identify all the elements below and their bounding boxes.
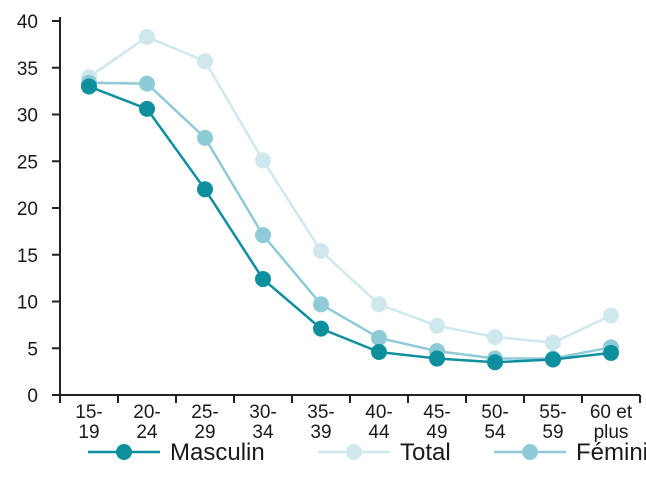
- x-tick-label-line: 15-: [75, 402, 102, 423]
- legend-swatch-marker: [522, 444, 538, 460]
- x-tick-label: 55-59: [539, 402, 566, 443]
- data-point-total: [197, 53, 213, 70]
- y-tick-label: 40: [17, 12, 38, 33]
- x-tick-label-line: plus: [594, 422, 629, 443]
- data-point-masculin: [487, 354, 503, 371]
- x-tick-label-line: 20-: [133, 402, 160, 423]
- y-tick-label: 5: [27, 339, 38, 360]
- x-tick-label-line: 25-: [191, 402, 218, 423]
- data-point-masculin: [81, 78, 97, 95]
- y-tick-label: 30: [17, 106, 38, 127]
- data-point-total: [313, 243, 329, 260]
- y-tick-label: 0: [27, 386, 38, 407]
- series-line-total: [88, 35, 612, 344]
- legend-label: Masculin: [170, 439, 265, 466]
- x-tick-label-line: 50-: [481, 402, 508, 423]
- data-point-masculin: [197, 181, 213, 198]
- x-tick-label: 35-39: [307, 402, 334, 443]
- series-line-f-minin: [88, 81, 612, 360]
- legend-swatch-marker: [116, 444, 132, 460]
- x-tick-label-line: 49: [426, 422, 447, 443]
- legend-label: Féminin: [576, 439, 646, 466]
- series-total: [81, 28, 619, 351]
- series-f-minin: [81, 74, 619, 367]
- data-point-total: [603, 307, 619, 324]
- series-masculin: [81, 78, 619, 371]
- x-tick-label: 60 et plus: [590, 402, 633, 443]
- y-tick-label: 35: [17, 59, 38, 80]
- x-tick-label-line: 55-: [539, 402, 566, 423]
- data-point-masculin: [545, 351, 561, 368]
- x-tick-label-line: 30-: [249, 402, 276, 423]
- axes: 051015202530354015-1920-2425-2930-3435-3…: [17, 12, 641, 443]
- y-tick-label: 10: [17, 293, 38, 314]
- legend-item-masculin: Masculin: [88, 439, 265, 466]
- data-point-total: [487, 329, 503, 346]
- data-point-total: [371, 296, 387, 313]
- series-layer: [81, 28, 619, 371]
- x-tick-label: 45-49: [423, 402, 450, 443]
- data-point-masculin: [371, 343, 387, 360]
- data-point-f-minin: [313, 296, 329, 313]
- legend-item-f-minin: Féminin: [494, 439, 646, 466]
- x-tick-label: 15-19: [75, 402, 102, 443]
- data-point-masculin: [603, 344, 619, 361]
- x-tick-label-line: 54: [484, 422, 506, 443]
- data-point-total: [545, 334, 561, 351]
- x-tick-label-line: 59: [542, 422, 563, 443]
- data-point-f-minin: [139, 75, 155, 92]
- legend-label: Total: [400, 439, 451, 466]
- x-tick-label-line: 40-: [365, 402, 392, 423]
- legend-swatch-marker: [346, 444, 362, 460]
- data-point-total: [255, 152, 271, 169]
- x-tick-label-line: 34: [252, 422, 274, 443]
- data-point-f-minin: [197, 129, 213, 146]
- legend-item-total: Total: [318, 439, 451, 466]
- y-tick-label: 20: [17, 199, 38, 220]
- y-tick-label: 15: [17, 246, 38, 267]
- x-tick-label-line: 44: [368, 422, 390, 443]
- x-tick-label: 30-34: [249, 402, 276, 443]
- data-point-masculin: [139, 100, 155, 117]
- x-tick-label: 20-24: [133, 402, 160, 443]
- data-point-f-minin: [255, 227, 271, 244]
- x-tick-label-line: 45-: [423, 402, 450, 423]
- data-point-f-minin: [371, 329, 387, 346]
- x-tick-label-line: 29: [194, 422, 215, 443]
- x-tick-label: 40-44: [365, 402, 392, 443]
- x-tick-label-line: 19: [78, 422, 99, 443]
- data-point-masculin: [429, 350, 445, 367]
- data-point-masculin: [255, 271, 271, 288]
- data-point-total: [429, 317, 445, 334]
- series-line-masculin: [88, 85, 612, 364]
- data-point-masculin: [313, 320, 329, 337]
- x-tick-label: 50-54: [481, 402, 508, 443]
- x-tick-label-line: 35-: [307, 402, 334, 423]
- data-point-total: [139, 28, 155, 45]
- x-tick-label-line: 60 et: [590, 402, 633, 423]
- x-tick-label-line: 24: [136, 422, 158, 443]
- x-tick-label: 25-29: [191, 402, 218, 443]
- legend: Masculin Total Féminin: [88, 439, 646, 466]
- y-tick-label: 25: [17, 152, 38, 173]
- x-tick-label-line: 39: [310, 422, 331, 443]
